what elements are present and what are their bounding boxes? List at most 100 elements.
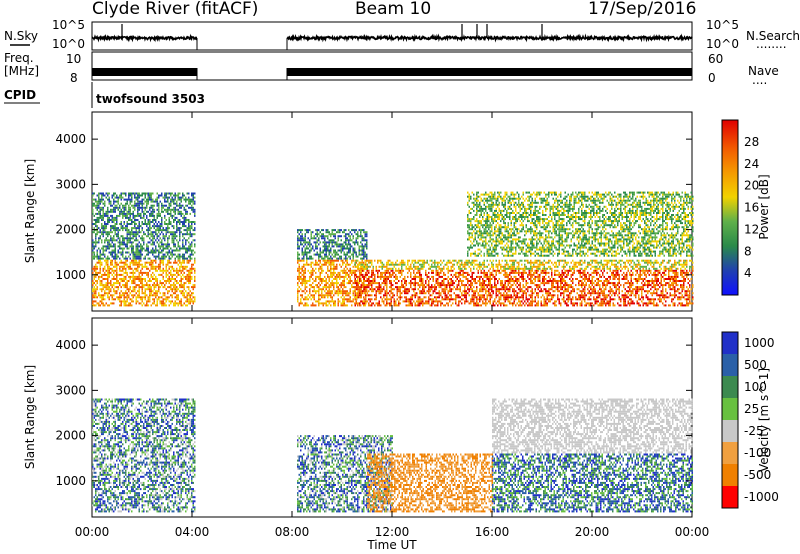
echo-cell	[104, 265, 106, 268]
echo-cell	[377, 271, 379, 274]
echo-cell	[300, 302, 302, 305]
echo-cell	[177, 221, 179, 223]
echo-cell	[300, 241, 302, 244]
echo-cell	[398, 269, 400, 272]
echo-cell	[413, 259, 415, 262]
echo-cell	[129, 210, 131, 213]
echo-cell	[153, 227, 155, 230]
echo-cell	[126, 233, 128, 236]
echo-cell	[153, 300, 155, 303]
echo-cell	[146, 302, 148, 305]
echo-cell	[324, 247, 326, 250]
echo-cell	[140, 296, 142, 299]
echo-cell	[432, 261, 434, 264]
echo-cell	[483, 286, 485, 289]
echo-cell	[536, 284, 538, 287]
echo-cell	[524, 269, 526, 272]
echo-cell	[132, 245, 134, 248]
echo-cell	[461, 294, 463, 297]
echo-cell	[105, 273, 107, 276]
echo-cell	[194, 210, 196, 213]
echo-cell	[309, 288, 311, 291]
echo-cell	[101, 284, 103, 287]
echo-cell	[158, 290, 160, 293]
echo-cell	[186, 296, 188, 299]
echo-cell	[189, 259, 191, 262]
echo-cell	[155, 249, 157, 252]
echo-cell	[419, 290, 421, 293]
echo-cell	[161, 302, 163, 305]
echo-cell	[539, 265, 541, 268]
echo-cell	[331, 233, 333, 236]
echo-cell	[346, 259, 348, 262]
echo-cell	[158, 255, 160, 258]
echo-cell	[164, 243, 166, 246]
echo-cell	[108, 282, 110, 285]
echo-cell	[467, 300, 469, 303]
echo-cell	[378, 284, 380, 287]
echo-cell	[509, 265, 511, 268]
echo-cell	[146, 223, 148, 225]
echo-cell	[125, 284, 127, 287]
echo-cell	[170, 261, 172, 264]
echo-cell	[375, 294, 377, 297]
echo-cell	[489, 294, 491, 297]
echo-cell	[140, 263, 142, 266]
echo-cell	[441, 288, 443, 291]
echo-cell	[420, 259, 422, 262]
echo-cell	[362, 269, 364, 272]
echo-cell	[470, 275, 472, 278]
echo-cell	[354, 243, 356, 246]
echo-cell	[137, 239, 139, 242]
echo-cell	[426, 259, 428, 262]
echo-cell	[327, 231, 329, 234]
echo-cell	[452, 265, 454, 268]
echo-cell	[452, 259, 454, 262]
echo-cell	[337, 239, 339, 242]
echo-cell	[300, 231, 302, 234]
echo-cell	[352, 255, 354, 258]
echo-cell	[525, 271, 527, 274]
echo-cell	[96, 261, 98, 264]
echo-cell	[437, 269, 439, 272]
echo-cell	[110, 225, 112, 228]
echo-cell	[392, 263, 394, 266]
echo-cell	[309, 229, 311, 232]
echo-cell	[389, 280, 391, 282]
echo-cell	[528, 269, 530, 272]
echo-cell	[310, 255, 312, 258]
echo-cell	[147, 304, 149, 307]
echo-cell	[99, 296, 101, 299]
echo-cell	[164, 200, 166, 203]
echo-cell	[482, 263, 484, 266]
echo-cell	[167, 241, 169, 244]
echo-cell	[99, 200, 101, 203]
echo-cell	[310, 261, 312, 264]
echo-cell	[146, 214, 148, 217]
echo-cell	[343, 275, 345, 278]
echo-cell	[138, 278, 140, 280]
echo-cell	[312, 257, 314, 260]
echo-cell	[488, 280, 490, 282]
echo-cell	[354, 229, 356, 232]
echo-cell	[182, 204, 184, 207]
echo-cell	[396, 282, 398, 285]
echo-cell	[357, 231, 359, 234]
echo-cell	[431, 286, 433, 289]
echo-cell	[306, 245, 308, 248]
echo-cell	[147, 300, 149, 303]
echo-cell	[144, 255, 146, 258]
echo-cell	[399, 290, 401, 293]
echo-cell	[183, 271, 185, 274]
echo-cell	[401, 284, 403, 287]
echo-cell	[173, 267, 175, 270]
echo-cell	[102, 225, 104, 228]
echo-cell	[459, 267, 461, 270]
echo-cell	[182, 267, 184, 270]
echo-cell	[334, 229, 336, 232]
echo-cell	[170, 200, 172, 203]
echo-cell	[363, 231, 365, 234]
echo-cell	[343, 296, 345, 299]
echo-cell	[483, 298, 485, 301]
echo-cell	[144, 257, 146, 260]
